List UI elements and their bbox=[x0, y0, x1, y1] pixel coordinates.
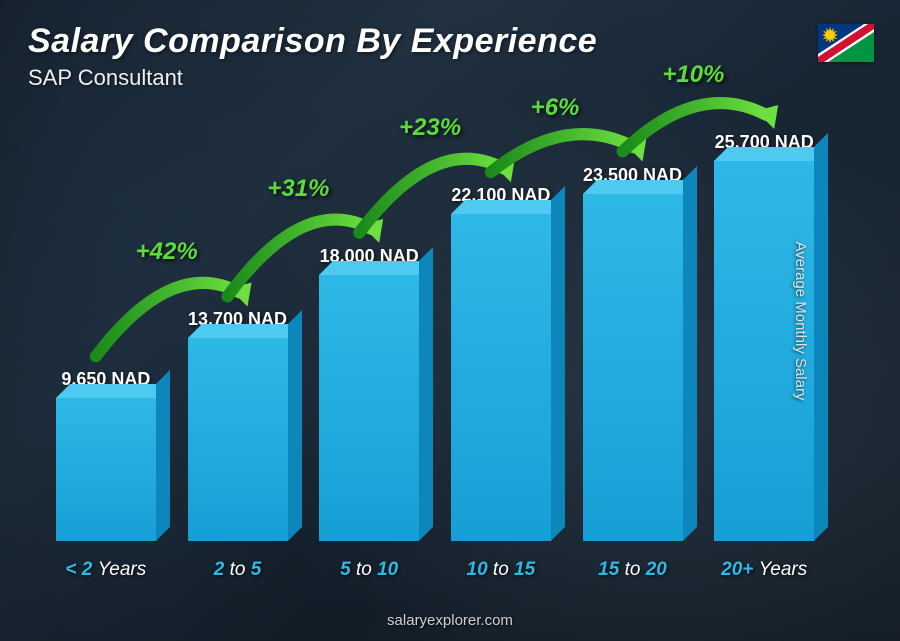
increase-arrow-icon bbox=[40, 120, 830, 581]
y-axis-label: Average Monthly Salary bbox=[792, 241, 809, 400]
header: Salary Comparison By Experience SAP Cons… bbox=[28, 22, 872, 91]
chart-subtitle: SAP Consultant bbox=[28, 65, 872, 91]
chart-area: 9,650 NAD 13,700 NAD 18,000 NAD 22,100 N… bbox=[40, 120, 830, 581]
chart-title: Salary Comparison By Experience bbox=[28, 22, 872, 61]
percent-change-label: +6% bbox=[531, 94, 580, 122]
country-flag-icon bbox=[818, 24, 874, 62]
footer-credit: salaryexplorer.com bbox=[0, 612, 900, 629]
percent-change-label: +10% bbox=[662, 61, 724, 89]
